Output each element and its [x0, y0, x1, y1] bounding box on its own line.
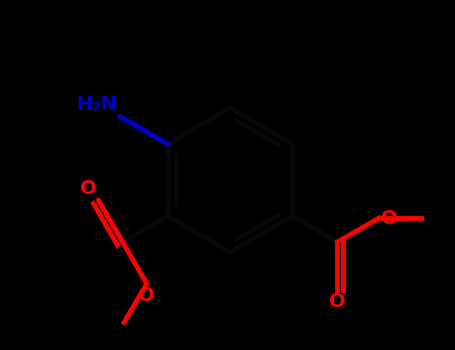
Text: O: O [80, 180, 96, 198]
Text: O: O [381, 209, 398, 228]
Text: O: O [329, 292, 346, 311]
Text: O: O [138, 286, 155, 304]
Text: H₂N: H₂N [76, 96, 117, 114]
